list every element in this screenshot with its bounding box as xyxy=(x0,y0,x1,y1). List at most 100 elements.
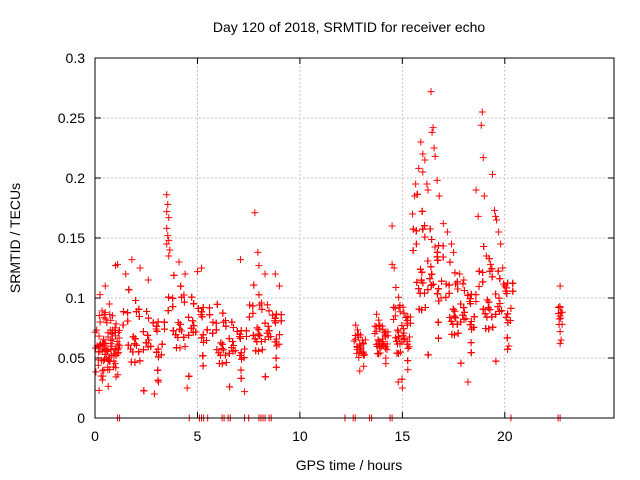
data-point xyxy=(180,298,188,306)
data-point xyxy=(452,314,460,322)
data-point xyxy=(225,335,233,343)
data-point xyxy=(453,320,461,328)
data-point xyxy=(115,326,123,334)
data-point xyxy=(166,246,174,254)
data-point xyxy=(127,345,135,353)
data-point xyxy=(199,331,207,339)
data-point xyxy=(169,327,177,335)
data-point xyxy=(507,304,515,312)
data-point xyxy=(135,348,143,356)
data-point xyxy=(494,267,502,275)
data-point xyxy=(96,291,104,299)
data-point xyxy=(419,150,427,158)
data-point xyxy=(154,366,162,374)
axis-ticks: 0 0.05 0.1 0.15 0.2 0.25 0.3 0 5 10 15 20 xyxy=(58,50,614,444)
data-point xyxy=(108,335,116,343)
data-point xyxy=(103,346,111,354)
data-point xyxy=(404,344,412,352)
data-point xyxy=(220,346,228,354)
x-tick-label: 5 xyxy=(194,428,202,444)
data-point xyxy=(460,276,468,284)
data-point xyxy=(472,186,480,194)
data-point xyxy=(131,335,139,343)
data-point xyxy=(114,340,122,348)
data-point xyxy=(485,298,493,306)
data-point xyxy=(499,264,507,272)
data-point xyxy=(402,314,410,322)
data-point xyxy=(176,320,184,328)
data-point xyxy=(188,293,196,301)
data-point xyxy=(456,270,464,278)
data-point xyxy=(272,310,280,318)
data-point xyxy=(164,307,172,315)
y-tick-label: 0 xyxy=(77,410,85,426)
data-point xyxy=(427,263,435,271)
data-point xyxy=(435,297,443,305)
data-point xyxy=(486,306,494,314)
data-point xyxy=(413,278,421,286)
data-point xyxy=(199,352,207,360)
data-point xyxy=(264,301,272,309)
data-point xyxy=(251,209,259,217)
data-point xyxy=(149,319,157,327)
data-point xyxy=(419,225,427,233)
y-tick-label: 0.05 xyxy=(58,350,85,366)
data-point xyxy=(144,331,152,339)
data-point xyxy=(101,347,109,355)
data-point xyxy=(251,335,259,343)
data-point xyxy=(97,372,105,380)
data-point xyxy=(150,390,158,398)
data-point xyxy=(177,282,185,290)
data-point xyxy=(391,312,399,320)
data-point xyxy=(228,318,236,326)
data-point xyxy=(412,180,420,188)
data-point xyxy=(477,121,485,129)
data-point xyxy=(139,328,147,336)
data-point xyxy=(160,318,168,326)
data-point xyxy=(265,327,273,335)
data-point xyxy=(435,192,443,200)
data-point xyxy=(415,285,423,293)
data-point xyxy=(481,310,489,318)
data-point xyxy=(192,328,200,336)
data-point xyxy=(393,337,401,345)
data-point xyxy=(153,327,161,335)
data-point xyxy=(429,280,437,288)
data-point xyxy=(502,313,510,321)
data-point xyxy=(438,277,446,285)
data-point xyxy=(556,304,564,312)
data-point xyxy=(261,335,269,343)
data-point xyxy=(176,325,184,333)
data-point xyxy=(468,325,476,333)
data-point xyxy=(104,363,112,371)
data-point xyxy=(426,225,434,233)
data-point xyxy=(450,312,458,320)
data-point xyxy=(382,360,390,368)
data-point xyxy=(122,270,130,278)
data-point xyxy=(199,362,207,370)
data-point xyxy=(409,210,417,218)
y-tick-label: 0.25 xyxy=(58,110,85,126)
data-point xyxy=(145,336,153,344)
data-point xyxy=(169,294,177,302)
data-point xyxy=(352,321,360,329)
data-point xyxy=(255,291,263,299)
data-point xyxy=(388,260,396,268)
data-point xyxy=(163,240,171,248)
data-point xyxy=(229,324,237,332)
data-point xyxy=(394,378,402,386)
data-point xyxy=(433,248,441,256)
data-point xyxy=(374,340,382,348)
data-point xyxy=(108,342,116,350)
data-point xyxy=(404,357,412,365)
data-point xyxy=(154,376,162,384)
data-point xyxy=(421,156,429,164)
data-point xyxy=(504,345,512,353)
data-point xyxy=(421,222,429,230)
data-point xyxy=(165,252,173,260)
data-point xyxy=(479,268,487,276)
data-point xyxy=(470,313,478,321)
data-point xyxy=(95,332,103,340)
data-point xyxy=(556,340,564,348)
data-point xyxy=(430,144,438,152)
